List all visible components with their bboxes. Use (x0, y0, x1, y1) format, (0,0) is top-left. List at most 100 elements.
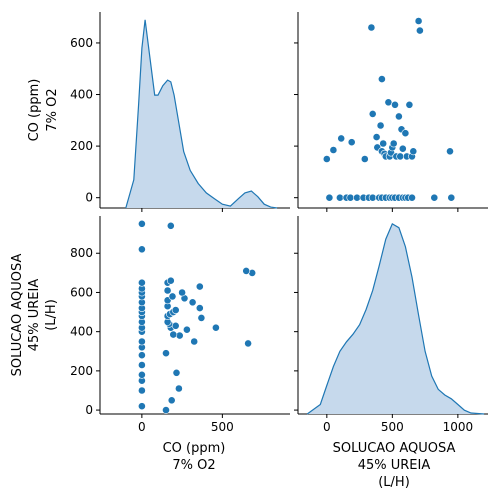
scatter-point-tr (415, 26, 424, 35)
scatter-point-bl (137, 386, 146, 395)
scatter-point-tr (409, 147, 418, 156)
urea-kde-layer (306, 223, 485, 415)
scatter-point-tr (401, 129, 410, 138)
scatter-point-tr (368, 110, 377, 118)
scatter-point-tr (389, 139, 398, 148)
urea-y-tick-label: 0 (85, 403, 93, 417)
scatter-layer-bl (137, 219, 257, 414)
co-kde-fill (125, 19, 278, 208)
y-axis-label-co: CO (ppm) 7% O2 (27, 79, 60, 142)
scatter-point-bl (162, 349, 170, 358)
scatter-point-bl (188, 298, 197, 307)
panel-urea-vs-co-scatter (99, 216, 290, 415)
scatter-point-tr (372, 133, 381, 141)
x-axis-label-urea-line1: SOLUCAO AQUOSA (333, 441, 456, 456)
scatter-point-tr (384, 98, 393, 107)
urea-kde-fill (307, 223, 485, 414)
scatter-point-bl (178, 288, 186, 297)
scatter-point-bl (195, 282, 204, 291)
scatter-point-tr (394, 112, 403, 121)
y-axis-label-co-line1: CO (ppm) (27, 79, 42, 142)
co-y-tick-label: 400 (70, 88, 93, 102)
x-axis-label-co: CO (ppm) 7% O2 (163, 441, 226, 473)
scatter-point-bl (168, 292, 177, 301)
scatter-point-bl (137, 361, 146, 369)
panel-urea-kde (297, 216, 488, 415)
ticks-layer: 0 200 400 600 0 200 400 600 800 0 500 0 500 1000 (70, 36, 473, 434)
scatter-point-bl (137, 351, 146, 360)
scatter-point-bl (137, 245, 146, 254)
urea-kde-line (306, 223, 485, 415)
scatter-point-tr (414, 17, 423, 25)
urea-y-tick-label: 600 (70, 285, 93, 299)
scatter-point-bl (175, 331, 184, 340)
y-axis-label-urea: SOLUCAO AQUOSA 45% UREIA (L/H) (10, 254, 59, 377)
scatter-point-tr (368, 193, 377, 202)
scatter-point-tr (376, 121, 385, 130)
scatter-point-bl (162, 406, 170, 414)
scatter-point-bl (171, 306, 180, 314)
scatter-point-tr (446, 147, 454, 156)
scatter-point-tr (329, 146, 338, 154)
scatter-point-bl (182, 325, 191, 334)
scatter-point-tr (325, 193, 334, 202)
scatter-point-tr (430, 193, 439, 202)
urea-x-tick-label: 0 (323, 420, 331, 434)
y-axis-label-urea-line2: 45% UREIA (27, 279, 42, 352)
scatter-point-tr (391, 100, 399, 109)
scatter-point-bl (166, 221, 175, 230)
scatter-point-bl (169, 330, 178, 339)
panel-co-vs-urea-scatter (297, 12, 488, 209)
scatter-point-bl (244, 339, 252, 348)
scatter-point-bl (166, 276, 175, 285)
scatter-point-tr (447, 193, 456, 202)
scatter-point-tr (322, 155, 331, 163)
co-y-tick-label: 0 (85, 191, 93, 205)
x-axis-label-co-line2: 7% O2 (172, 458, 215, 473)
y-axis-label-co-line2: 7% O2 (45, 88, 60, 131)
urea-x-tick-label: 500 (381, 420, 404, 434)
x-axis-label-co-line1: CO (ppm) (163, 441, 226, 456)
scatter-point-tr (398, 144, 407, 153)
scatter-point-bl (171, 321, 180, 330)
scatter-point-bl (242, 266, 251, 275)
scatter-point-bl (163, 286, 172, 295)
scatter-point-bl (197, 313, 206, 322)
urea-y-tick-label: 200 (70, 364, 93, 378)
y-axis-label-urea-line3: (L/H) (44, 299, 59, 331)
scatter-point-bl (137, 337, 146, 346)
scatter-point-bl (137, 370, 146, 379)
scatter-point-tr (396, 152, 405, 161)
scatter-point-bl (167, 396, 176, 405)
scatter-point-bl (211, 323, 220, 332)
x-axis-label-urea: SOLUCAO AQUOSA 45% UREIA (L/H) (333, 441, 456, 490)
co-kde-layer (125, 19, 278, 209)
scatter-point-tr (353, 193, 361, 202)
scatter-point-tr (360, 155, 369, 163)
scatter-point-tr (379, 139, 388, 148)
scatter-point-bl (137, 402, 146, 411)
y-axis-label-urea-line1: SOLUCAO AQUOSA (10, 254, 25, 377)
scatter-point-tr (377, 75, 386, 83)
scatter-point-bl (137, 278, 146, 287)
scatter-point-tr (408, 193, 416, 202)
scatter-point-bl (190, 337, 199, 346)
scatter-point-bl (137, 219, 146, 228)
panel-co-kde (99, 12, 290, 209)
scatter-point-bl (172, 368, 181, 377)
scatter-point-bl (195, 304, 204, 312)
urea-y-tick-label: 800 (70, 246, 93, 260)
scatter-layer-tr (322, 17, 456, 202)
co-kde-line (125, 19, 278, 209)
co-x-tick-label: 500 (211, 420, 234, 434)
scatter-point-tr (347, 138, 356, 147)
x-axis-label-urea-line2: 45% UREIA (358, 458, 431, 473)
scatter-point-bl (174, 384, 183, 393)
x-axis-label-urea-line3: (L/H) (378, 475, 410, 490)
co-y-tick-label: 200 (70, 139, 93, 153)
scatter-point-tr (405, 100, 414, 109)
scatter-point-tr (337, 134, 346, 143)
co-y-tick-label: 600 (70, 36, 93, 50)
scatter-point-tr (335, 193, 344, 202)
